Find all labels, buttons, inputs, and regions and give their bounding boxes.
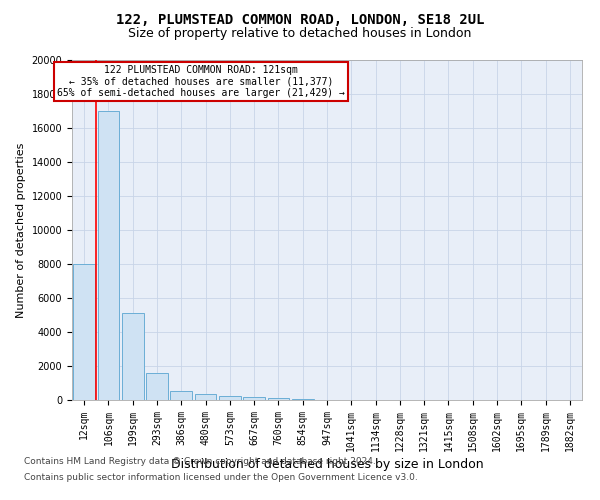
Y-axis label: Number of detached properties: Number of detached properties bbox=[16, 142, 26, 318]
Text: Contains public sector information licensed under the Open Government Licence v3: Contains public sector information licen… bbox=[24, 472, 418, 482]
Text: 122 PLUMSTEAD COMMON ROAD: 121sqm
← 35% of detached houses are smaller (11,377)
: 122 PLUMSTEAD COMMON ROAD: 121sqm ← 35% … bbox=[57, 65, 344, 98]
Text: Contains HM Land Registry data © Crown copyright and database right 2024.: Contains HM Land Registry data © Crown c… bbox=[24, 458, 376, 466]
Text: 122, PLUMSTEAD COMMON ROAD, LONDON, SE18 2UL: 122, PLUMSTEAD COMMON ROAD, LONDON, SE18… bbox=[116, 12, 484, 26]
Bar bbox=[97, 111, 119, 400]
Bar bbox=[146, 373, 168, 400]
Bar bbox=[170, 390, 192, 400]
Bar bbox=[268, 398, 289, 400]
Bar bbox=[243, 397, 265, 400]
X-axis label: Distribution of detached houses by size in London: Distribution of detached houses by size … bbox=[170, 458, 484, 471]
Bar bbox=[194, 394, 217, 400]
Bar bbox=[122, 314, 143, 400]
Bar bbox=[73, 264, 95, 400]
Text: Size of property relative to detached houses in London: Size of property relative to detached ho… bbox=[128, 28, 472, 40]
Bar bbox=[219, 396, 241, 400]
Bar bbox=[292, 399, 314, 400]
